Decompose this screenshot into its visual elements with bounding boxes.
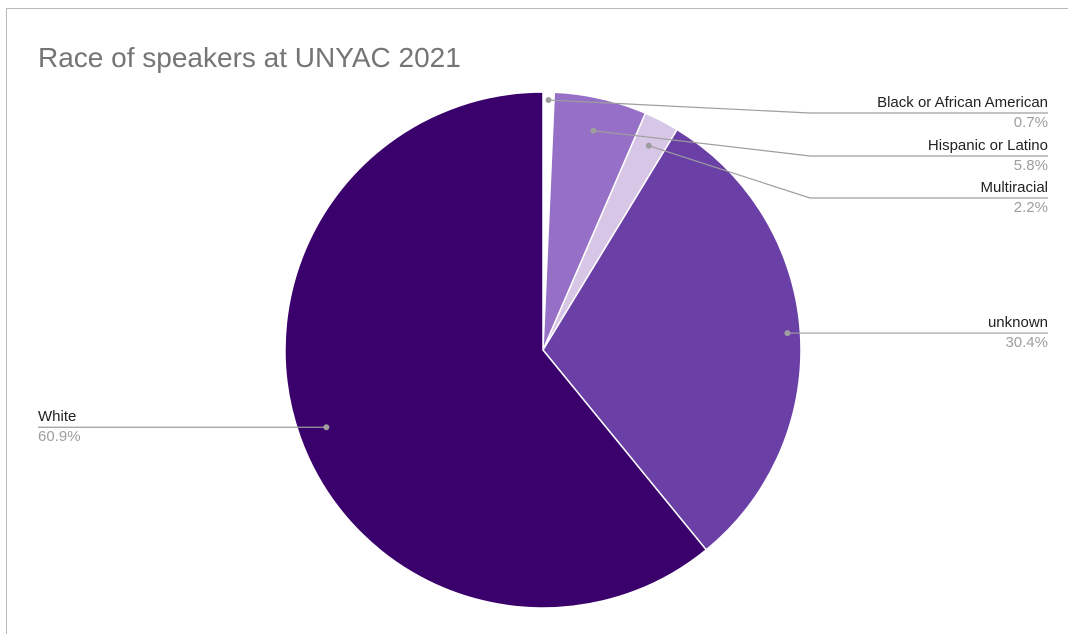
leader-line [648,145,1048,199]
slice-label-value: 30.4% [1005,334,1048,351]
chart-frame [6,8,1068,634]
slice-label-name: Multiracial [980,179,1048,196]
slice-label-name: unknown [988,314,1048,331]
leader-line [548,99,1048,114]
slice-label-value: 5.8% [1014,157,1048,174]
slice-label-value: 2.2% [1014,199,1048,216]
leader-lines [38,97,1048,431]
slice-labels: Black or African American 0.7% Hispanic or… [38,94,1048,445]
chart-title: Race of speakers at UNYAC 2021 [38,42,461,73]
slice-label-value: 0.7% [1014,114,1048,131]
slice-label-name: White [38,408,76,425]
pie-slice-unknown [542,128,802,551]
slice-label-value: 60.9% [38,428,81,445]
slice-label-name: Hispanic or Latino [928,137,1048,154]
pie-slice-white [284,91,708,609]
slice-label-name: Black or African American [877,94,1048,111]
leader-line [593,130,1048,157]
pie-slices [284,91,802,609]
